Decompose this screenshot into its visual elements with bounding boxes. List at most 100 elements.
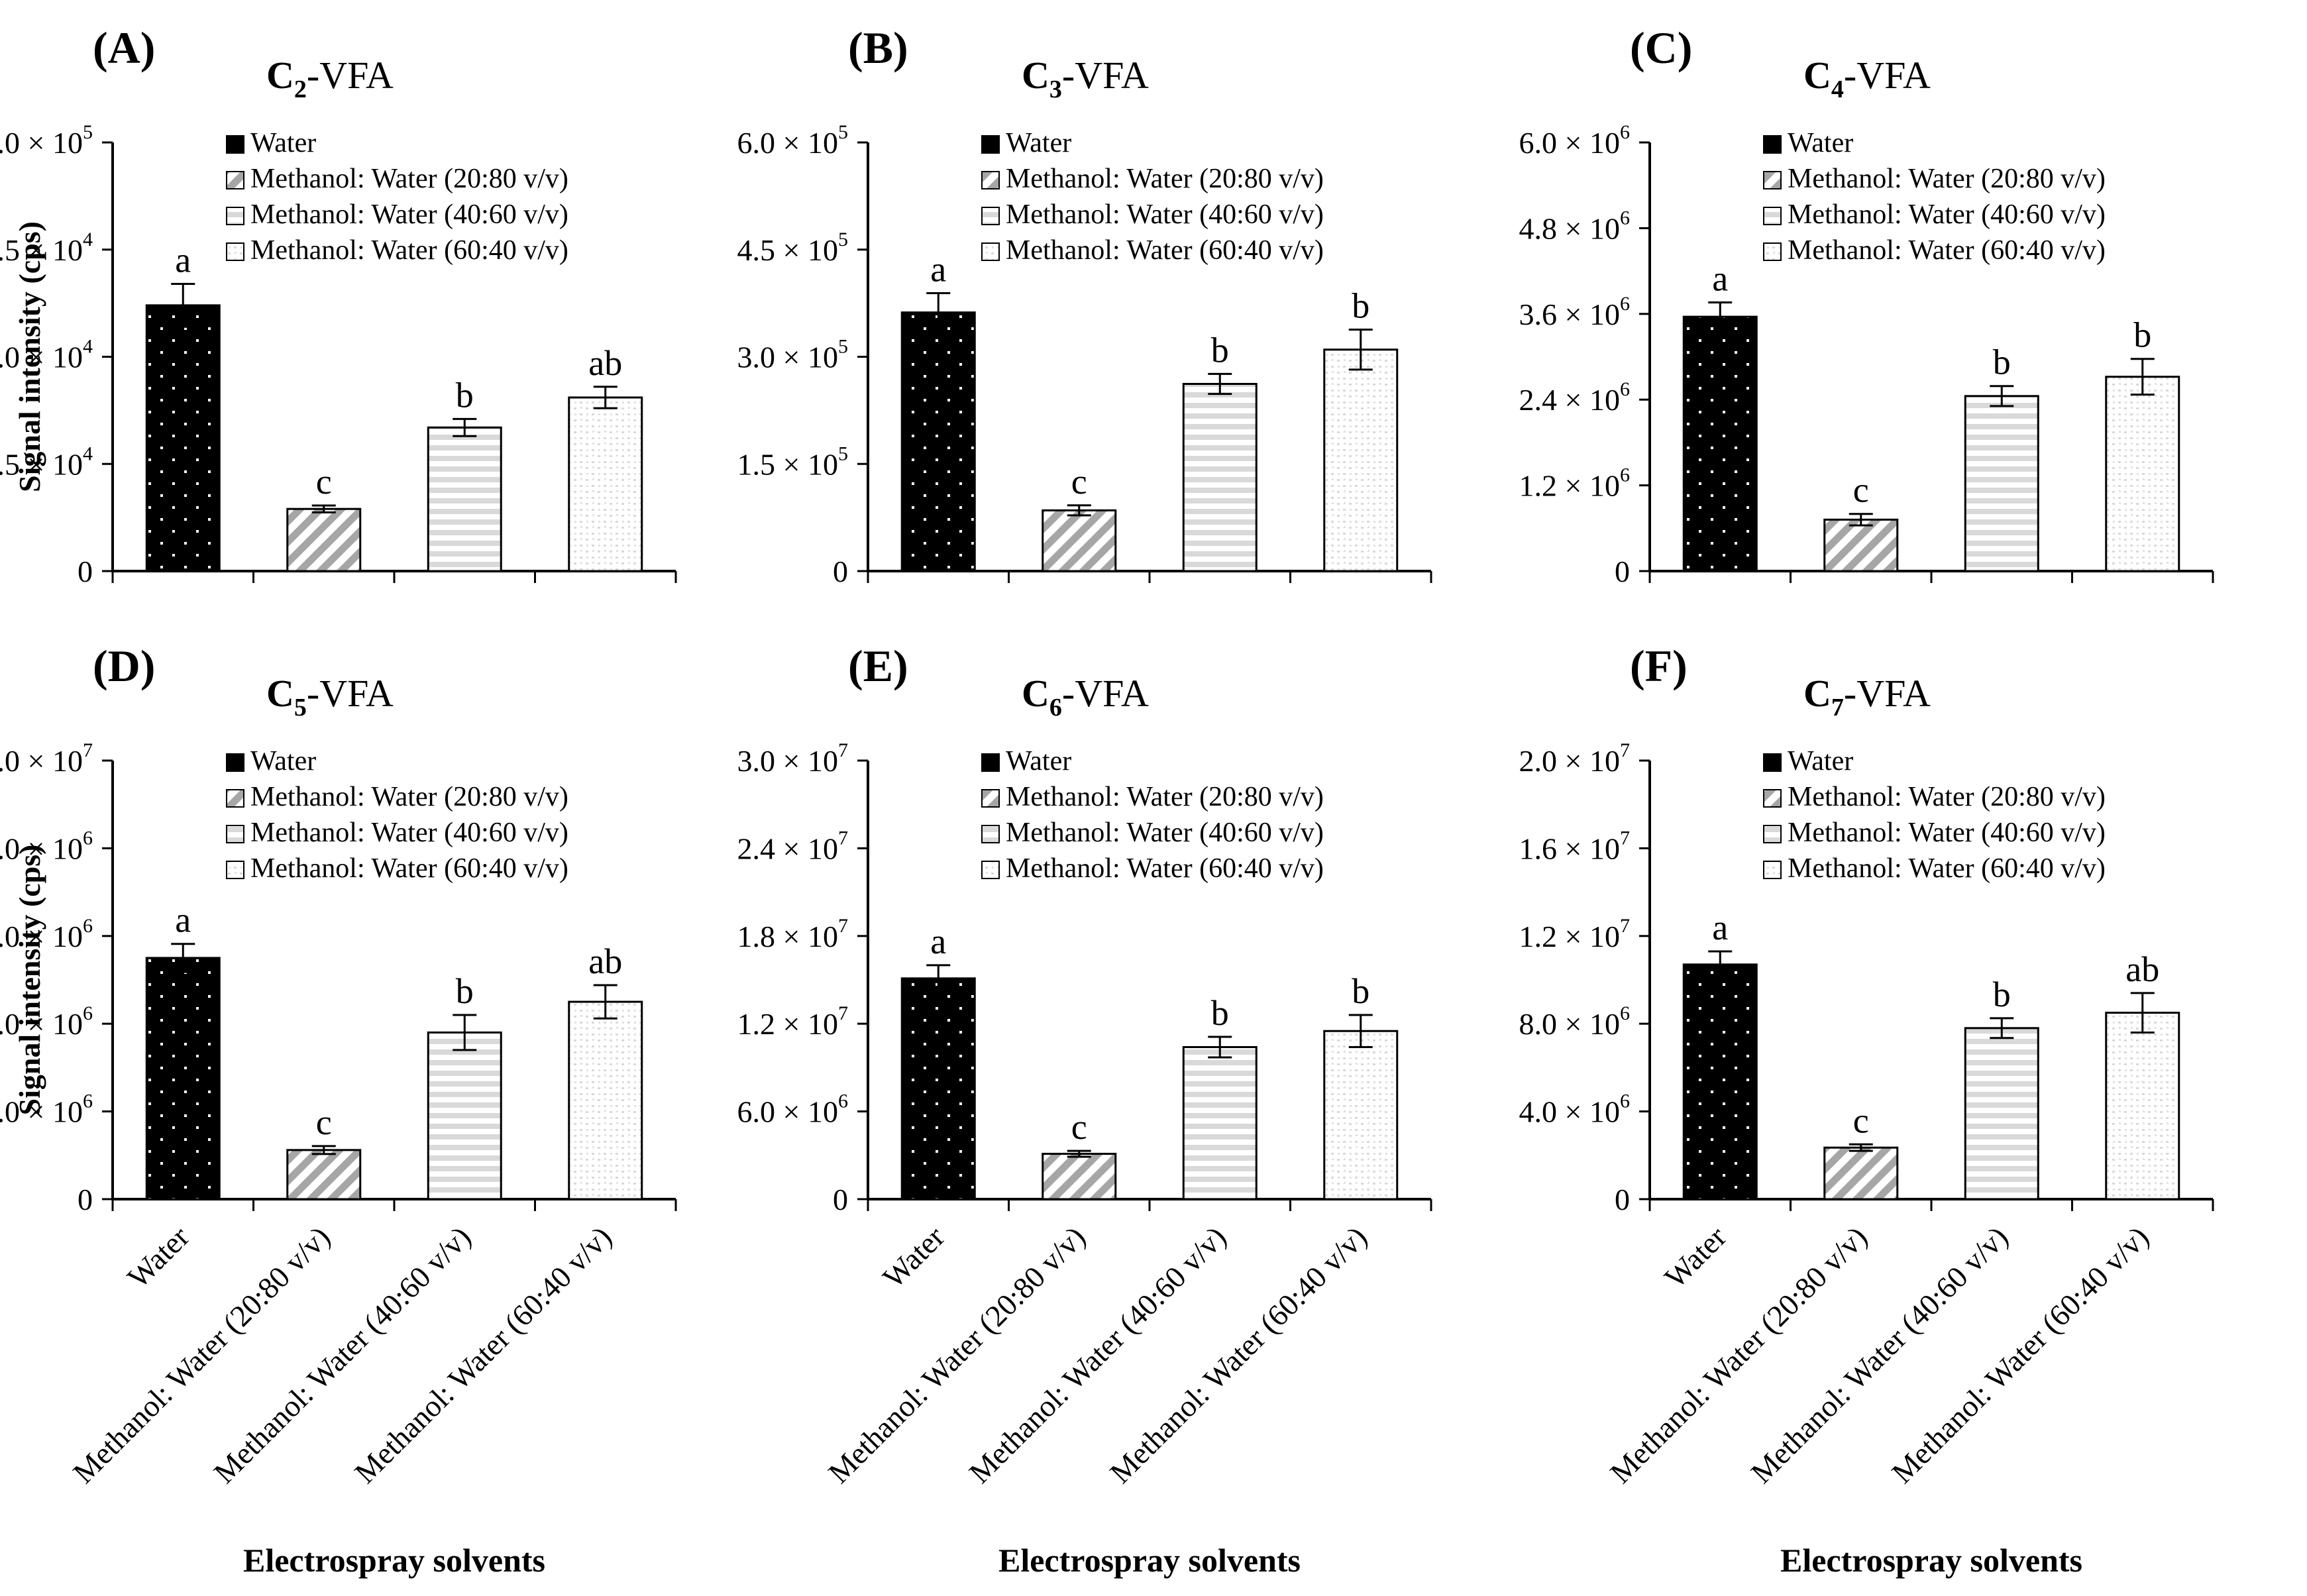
panel-title: C3-VFA [1022,54,1149,103]
significance-letter: a [175,240,191,280]
bar [1042,509,1117,572]
legend-label: Water [250,128,316,158]
legend-swatch [1763,825,1782,843]
x-category-label: Methanol: Water (20:80 v/v) [1603,1220,1874,1490]
significance-letter: c [1071,1107,1087,1147]
bar [1823,518,1899,572]
y-tick-label: 4.5 × 105 [737,229,848,267]
legend-swatch [981,789,1000,808]
panel-c: (C) C4-VFA 0 1.2 × 106 2.4 × 106 3.6 × 106 4.8… [1519,23,2214,588]
bar [286,507,362,572]
legend-label: Water [1788,128,1853,158]
significance-letter: ab [588,343,622,383]
y-tick-label: 4.8 × 106 [1519,207,1630,245]
y-tick-label: 0 [833,1183,848,1216]
bar [1964,1027,2039,1200]
y-tick-label: 6.0 × 106 [737,1091,848,1129]
panel-label: (F) [1630,641,1688,691]
significance-letter: c [316,1102,332,1142]
bar [1182,1046,1258,1200]
y-tick-label: 2.4 × 106 [1519,378,1630,417]
significance-letter: b [2133,315,2151,355]
legend-label: Methanol: Water (20:80 v/v) [250,164,568,194]
bar [427,1031,502,1200]
panel-title: C6-VFA [1022,672,1149,721]
significance-letter: b [1993,343,2011,382]
legend-swatch [1763,135,1782,154]
legend-swatch [1763,753,1782,772]
legend-label: Methanol: Water (60:40 v/v) [250,235,568,266]
panel-f: (F) C7-VFA 0 4.0 × 106 8.0 × 106 1.2 × 107 1.6… [1519,641,2214,1579]
significance-letter: a [930,922,946,961]
x-axis-label: Electrospray solvents [998,1542,1301,1579]
significance-letter: c [316,462,332,502]
bar [2105,1012,2180,1200]
significance-letter: b [1352,286,1369,326]
legend-swatch [1763,207,1782,225]
significance-letter: ab [588,941,622,981]
legend-swatch [226,789,244,808]
legend-label: Methanol: Water (60:40 v/v) [1788,235,2106,266]
y-tick-label: 6.0 × 106 [0,915,93,953]
legend-label: Water [1006,746,1071,776]
x-category-label: Methanol: Water (60:40 v/v) [1885,1220,2155,1490]
legend-swatch [981,171,1000,189]
panel-label: (D) [93,641,155,691]
significance-letter: b [456,971,474,1011]
panel-d: (D) C5-VFA 0 2.0 × 106 4.0 × 106 6.0 × 106 8.0… [0,641,677,1579]
legend-label: Methanol: Water (20:80 v/v) [250,782,568,812]
legend-swatch [226,135,244,154]
significance-letter: b [1211,993,1229,1033]
x-category-label: Methanol: Water (40:60 v/v) [1744,1220,2015,1490]
x-category-label: Methanol: Water (60:40 v/v) [1103,1220,1373,1490]
bar [2105,376,2180,572]
legend-label: Water [1006,128,1071,158]
panel-title: C4-VFA [1803,54,1931,103]
y-tick-label: 1.2 × 107 [737,1002,848,1041]
legend-swatch [226,242,244,261]
legend-swatch [981,242,1000,261]
panel-a: (A) C2-VFA 0 2.5 × 104 5.0 × 104 7.5 × 104 1.0… [0,23,677,588]
legend-swatch [981,825,1000,843]
bar [1682,963,1758,1200]
x-category-label: Methanol: Water (40:60 v/v) [207,1220,478,1490]
legend-label: Methanol: Water (40:60 v/v) [1006,818,1324,848]
bar [568,1000,643,1200]
y-tick-label: 6.0 × 106 [1519,121,1630,160]
y-tick-label: 5.0 × 104 [0,336,93,374]
legend-swatch [1763,861,1782,879]
y-tick-label: 0 [833,555,848,588]
legend-label: Methanol: Water (20:80 v/v) [1788,782,2106,812]
panel-label: (A) [93,23,155,73]
legend-label: Water [250,746,316,776]
y-tick-label: 4.0 × 106 [1519,1091,1630,1129]
bar [1042,1153,1117,1200]
legend-label: Methanol: Water (40:60 v/v) [250,818,568,848]
y-tick-label: 1.0 × 105 [0,121,93,160]
y-tick-label: 6.0 × 105 [737,121,848,160]
legend-label: Methanol: Water (60:40 v/v) [1006,853,1324,884]
significance-letter: c [1853,470,1869,510]
y-tick-label: 4.0 × 106 [0,1002,93,1041]
bar [145,957,221,1200]
bar [145,304,221,572]
x-category-label: Methanol: Water (40:60 v/v) [963,1220,1233,1490]
legend-swatch [981,207,1000,225]
bar [427,426,502,572]
y-tick-label: 2.0 × 106 [0,1091,93,1129]
legend-label: Methanol: Water (20:80 v/v) [1788,164,2106,194]
legend-label: Water [1788,746,1853,776]
x-category-label: Methanol: Water (20:80 v/v) [822,1220,1092,1490]
legend-label: Methanol: Water (40:60 v/v) [1788,199,2106,230]
legend-label: Methanol: Water (20:80 v/v) [1006,164,1324,194]
bar [1964,395,2039,572]
y-tick-label: 2.0 × 107 [1519,739,1630,778]
legend-swatch [226,861,244,879]
legend-swatch [1763,242,1782,261]
legend-label: Methanol: Water (40:60 v/v) [250,199,568,230]
y-tick-label: 7.5 × 104 [0,229,93,267]
bar [1323,1030,1399,1200]
significance-letter: b [456,375,474,415]
panel-title: C2-VFA [266,54,394,103]
